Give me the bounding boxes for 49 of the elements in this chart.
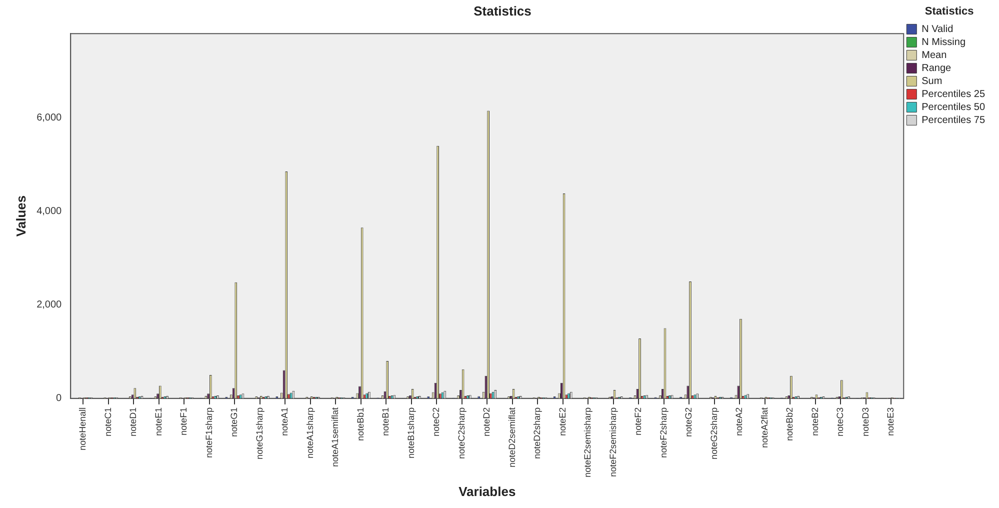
x-axis-title: Variables [458, 484, 516, 499]
y-tick-label: 6,000 [36, 112, 62, 124]
x-tick-label: noteA1sharp [304, 407, 315, 458]
y-tick-label: 2,000 [36, 300, 62, 311]
x-tick-label: noteF1sharp [204, 407, 214, 458]
x-tick-label: noteG1sharp [254, 407, 264, 460]
legend-label: N Valid [922, 24, 954, 35]
legend-label: Percentiles 50 [922, 102, 986, 113]
x-tick-label: noteC3 [835, 407, 846, 436]
x-tick-label: noteC1 [102, 407, 113, 436]
x-tick-label: noteE2 [557, 407, 568, 436]
x-tick-label: noteBb2 [784, 407, 795, 441]
x-tick-label: noteA2flat [759, 406, 770, 448]
legend-label: Sum [922, 76, 942, 87]
y-tick-label: 0 [56, 393, 62, 404]
x-tick-label: noteG2sharp [708, 407, 719, 460]
x-tick-label: noteA1semiflat [330, 406, 340, 467]
legend-label: Mean [922, 50, 947, 61]
x-tick-label: noteB1sharp [406, 407, 416, 458]
legend-label: Percentiles 25 [922, 88, 986, 100]
x-tick-label: noteF2 [633, 407, 644, 436]
x-tick-label: noteA1 [280, 407, 290, 436]
x-tick-label: noteF2semisharp [608, 407, 618, 477]
x-tick-label: noteD1 [128, 407, 138, 436]
x-tick-label: noteF2sharp [658, 407, 668, 458]
legend-label: Percentiles 75 [922, 114, 986, 126]
x-tick-label: noteBb1 [355, 407, 366, 441]
x-tick-label: noteD3 [860, 407, 870, 436]
y-axis-title: Values [13, 195, 28, 237]
x-tick-label: noteE1 [153, 407, 164, 436]
legend-title: Statistics [924, 6, 974, 18]
x-tick-label: noteD2 [482, 407, 492, 436]
x-tick-label: noteB1 [380, 407, 391, 436]
x-tick-label: noteD2sharp [532, 407, 542, 459]
y-tick-label: 4,000 [36, 206, 62, 218]
legend-label: N Missing [922, 36, 966, 48]
chart-title: Statistics [474, 3, 532, 18]
legend-label: Range [922, 62, 952, 74]
x-tick-label: noteC2 [431, 407, 442, 436]
x-tick-label: noteD2semiflat [506, 406, 517, 468]
x-tick-label: noteHenall [78, 407, 88, 450]
x-tick-label: noteF1 [178, 407, 189, 436]
x-tick-label: noteG1 [229, 407, 240, 437]
x-tick-label: noteE3 [885, 407, 896, 436]
x-tick-label: noteB2 [810, 407, 820, 436]
x-tick-label: noteC2sharp [456, 407, 466, 459]
x-tick-label: noteE2semisharp [582, 407, 593, 478]
x-tick-label: noteA2 [734, 407, 744, 436]
x-tick-label: noteG2 [684, 407, 694, 437]
